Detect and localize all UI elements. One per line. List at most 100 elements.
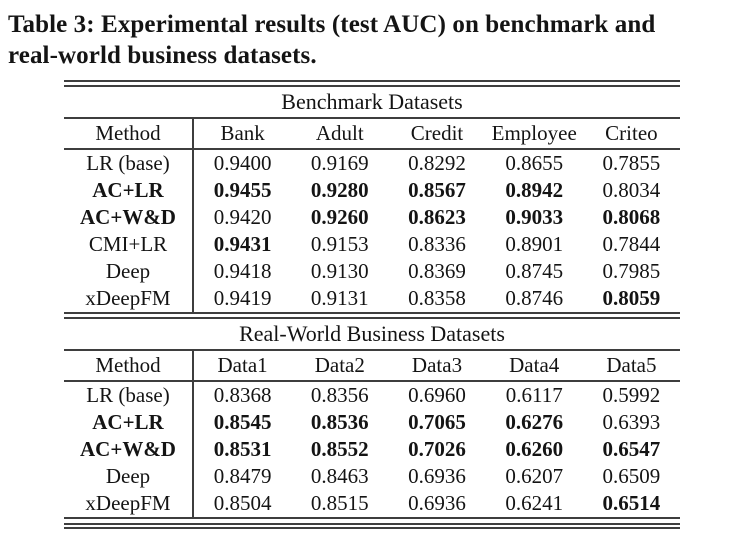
- method-column-header: Method: [64, 119, 194, 148]
- caption-line-2: real-world business datasets.: [8, 42, 317, 69]
- auc-value-cell: 0.6936: [408, 491, 466, 515]
- auc-value-cell: 0.6547: [602, 437, 661, 461]
- dataset-column-header: Criteo: [605, 121, 658, 145]
- auc-value-cell: 0.6509: [602, 464, 661, 488]
- auc-value-cell: 0.9130: [310, 259, 369, 283]
- single-rule: [64, 117, 680, 119]
- auc-value-cell: 0.8942: [505, 178, 564, 202]
- auc-value-cell: 0.8623: [408, 205, 466, 229]
- auc-value-cell: 0.8068: [602, 205, 661, 229]
- auc-value-cell: 0.6936: [408, 464, 466, 488]
- method-column-header: Method: [64, 351, 194, 380]
- auc-value-cell: 0.6117: [505, 383, 563, 407]
- auc-value-cell: 0.6207: [505, 464, 564, 488]
- auc-value-cell: 0.8745: [505, 259, 564, 283]
- auc-value-cell: 0.6260: [505, 437, 564, 461]
- auc-value-cell: 0.8545: [213, 410, 272, 434]
- auc-value-cell: 0.9280: [310, 178, 369, 202]
- single-rule: [64, 349, 680, 351]
- table-row: CMI+LR 0.9431 0.9153 0.8336 0.8901 0.7844: [64, 231, 680, 258]
- table-row: AC+W&D 0.9420 0.9260 0.8623 0.9033 0.8068: [64, 204, 680, 231]
- auc-value-cell: 0.6514: [602, 491, 661, 515]
- auc-value-cell: 0.8358: [408, 286, 466, 310]
- top-double-rule: [64, 80, 680, 87]
- auc-value-cell: 0.8336: [408, 232, 466, 256]
- auc-value-cell: 0.6276: [505, 410, 564, 434]
- auc-value-cell: 0.9131: [310, 286, 369, 310]
- auc-value-cell: 0.8531: [213, 437, 272, 461]
- auc-value-cell: 0.8901: [505, 232, 564, 256]
- auc-value-cell: 0.8034: [602, 178, 661, 202]
- auc-value-cell: 0.8463: [310, 464, 369, 488]
- auc-value-cell: 0.7855: [602, 151, 661, 175]
- auc-value-cell: 0.9169: [310, 151, 369, 175]
- auc-value-cell: 0.8479: [213, 464, 272, 488]
- dataset-column-header: Data5: [606, 353, 657, 377]
- method-cell: CMI+LR: [64, 231, 194, 258]
- auc-value-cell: 0.8356: [310, 383, 369, 407]
- method-cell: LR (base): [64, 150, 194, 177]
- auc-value-cell: 0.9420: [213, 205, 272, 229]
- bottom-single-rule: [64, 517, 680, 519]
- dataset-column-header: Credit: [410, 121, 464, 145]
- auc-value-cell: 0.9455: [213, 178, 272, 202]
- auc-value-cell: 0.5992: [602, 383, 661, 407]
- table-row: Deep 0.9418 0.9130 0.8369 0.8745 0.7985: [64, 258, 680, 285]
- dataset-column-header: Adult: [315, 121, 364, 145]
- auc-value-cell: 0.8515: [310, 491, 369, 515]
- auc-value-cell: 0.7065: [408, 410, 466, 434]
- auc-value-cell: 0.8552: [310, 437, 369, 461]
- table-row: xDeepFM 0.8504 0.8515 0.6936 0.6241 0.6514: [64, 490, 680, 517]
- method-cell: LR (base): [64, 382, 194, 409]
- table-row: AC+LR 0.8545 0.8536 0.7065 0.6276 0.6393: [64, 409, 680, 436]
- method-cell: AC+W&D: [64, 436, 194, 463]
- auc-value-cell: 0.6241: [505, 491, 564, 515]
- dataset-column-header: Data2: [314, 353, 365, 377]
- auc-value-cell: 0.8536: [310, 410, 369, 434]
- auc-value-cell: 0.9153: [310, 232, 369, 256]
- business-datasets-table: Real-World Business Datasets Method Data1 D…: [64, 319, 680, 517]
- dataset-column-header: Bank: [220, 121, 265, 145]
- dataset-column-header: Data3: [411, 353, 463, 377]
- auc-value-cell: 0.8292: [408, 151, 466, 175]
- table-caption: Table 3: Experimental results (test AUC)…: [0, 0, 741, 71]
- single-rule: [64, 380, 680, 382]
- method-cell: Deep: [64, 258, 194, 285]
- header-row: Method Bank Adult Credit Employee Criteo: [64, 119, 680, 148]
- auc-value-cell: 0.9033: [505, 205, 564, 229]
- auc-value-cell: 0.7844: [602, 232, 661, 256]
- method-cell: xDeepFM: [64, 285, 194, 312]
- dataset-column-header: Data4: [509, 353, 560, 377]
- section-title: Real-World Business Datasets: [239, 321, 505, 346]
- auc-value-cell: 0.8567: [408, 178, 466, 202]
- middle-double-rule: [64, 312, 680, 319]
- method-cell: AC+W&D: [64, 204, 194, 231]
- table-row: xDeepFM 0.9419 0.9131 0.8358 0.8746 0.8059: [64, 285, 680, 312]
- table-row: LR (base) 0.8368 0.8356 0.6960 0.6117 0.5992: [64, 382, 680, 409]
- auc-value-cell: 0.9260: [310, 205, 369, 229]
- caption-line-1: Table 3: Experimental results (test AUC)…: [8, 11, 656, 38]
- auc-value-cell: 0.8746: [505, 286, 564, 310]
- benchmark-datasets-table: Benchmark Datasets Method Bank Adult Credit E…: [64, 87, 680, 312]
- table-row: AC+LR 0.9455 0.9280 0.8567 0.8942 0.8034: [64, 177, 680, 204]
- method-cell: Deep: [64, 463, 194, 490]
- auc-value-cell: 0.9419: [213, 286, 272, 310]
- auc-value-cell: 0.7985: [602, 259, 661, 283]
- auc-value-cell: 0.6393: [602, 410, 661, 434]
- auc-value-cell: 0.7026: [408, 437, 466, 461]
- auc-value-cell: 0.8504: [213, 491, 272, 515]
- header-row: Method Data1 Data2 Data3 Data4 Data5: [64, 351, 680, 380]
- auc-value-cell: 0.6960: [408, 383, 466, 407]
- auc-value-cell: 0.8059: [602, 286, 661, 310]
- section-title: Benchmark Datasets: [281, 89, 463, 114]
- method-cell: xDeepFM: [64, 490, 194, 517]
- method-cell: AC+LR: [64, 409, 194, 436]
- table-row: LR (base) 0.9400 0.9169 0.8292 0.8655 0.7855: [64, 150, 680, 177]
- auc-value-cell: 0.9400: [213, 151, 272, 175]
- auc-value-cell: 0.9431: [213, 232, 272, 256]
- auc-value-cell: 0.9418: [213, 259, 272, 283]
- method-cell: AC+LR: [64, 177, 194, 204]
- auc-value-cell: 0.8655: [505, 151, 564, 175]
- auc-value-cell: 0.8369: [408, 259, 466, 283]
